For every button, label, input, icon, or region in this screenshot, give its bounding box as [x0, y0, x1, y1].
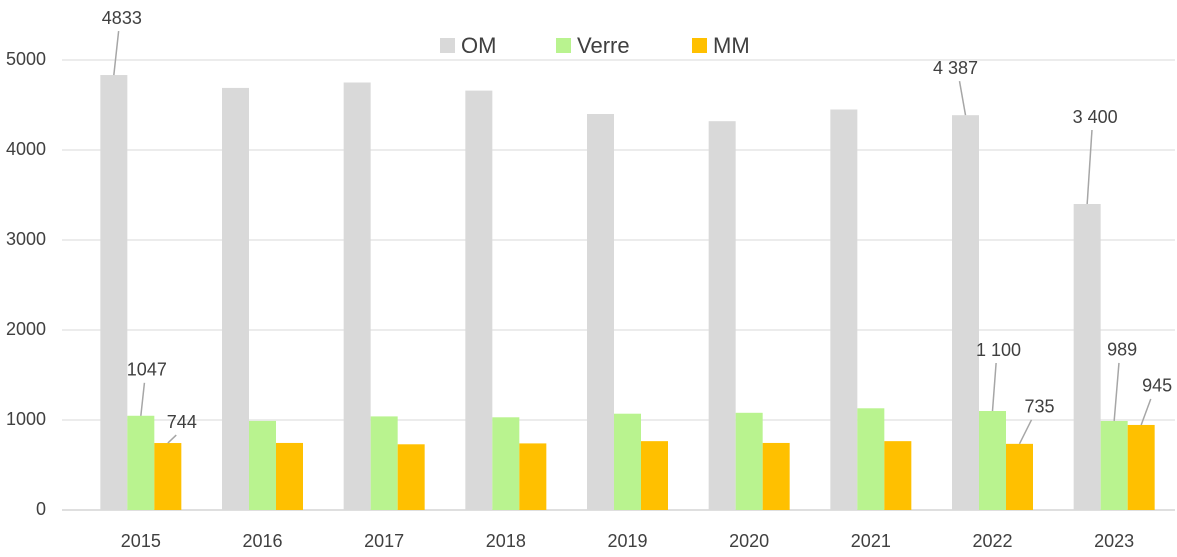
data-label: 744: [167, 412, 197, 432]
data-label: 735: [1024, 397, 1054, 417]
legend-label: OM: [461, 33, 496, 58]
bar: [587, 114, 614, 510]
x-tick-label: 2018: [486, 531, 526, 551]
y-tick-label: 3000: [6, 229, 46, 249]
bar: [222, 87, 249, 511]
bar: [1073, 204, 1101, 510]
data-label: 4 387: [933, 58, 978, 78]
bar: [154, 443, 182, 510]
leader-line: [958, 81, 967, 116]
data-label: 945: [1142, 376, 1172, 396]
bar: [465, 90, 493, 510]
bar: [1127, 424, 1155, 510]
bar: [519, 443, 547, 510]
y-tick-label: 4000: [6, 139, 46, 159]
data-label: 1047: [127, 360, 167, 380]
data-label: 1 100: [976, 340, 1021, 360]
leader-line: [1018, 419, 1033, 445]
x-tick-label: 2016: [242, 531, 282, 551]
bar: [492, 417, 520, 510]
bar: [397, 444, 425, 510]
legend-swatch: [692, 38, 707, 53]
legend-label: Verre: [577, 33, 630, 58]
x-tick-label: 2022: [972, 531, 1012, 551]
bar: [979, 411, 1006, 510]
bar: [1006, 443, 1033, 510]
legend-label: MM: [713, 33, 750, 58]
bar: [370, 416, 398, 510]
leader-line: [167, 434, 177, 444]
leader-line: [140, 382, 146, 416]
data-label: 989: [1107, 340, 1137, 360]
bar: [614, 413, 641, 510]
y-tick-label: 1000: [6, 409, 46, 429]
legend-swatch: [556, 38, 571, 53]
bar: [735, 412, 763, 510]
x-tick-label: 2020: [729, 531, 769, 551]
bar: [1100, 420, 1128, 510]
bar: [952, 115, 979, 511]
x-tick-label: 2023: [1094, 531, 1134, 551]
bar: [343, 82, 371, 510]
y-tick-label: 5000: [6, 49, 46, 69]
bar: [708, 121, 736, 510]
x-tick-label: 2021: [851, 531, 891, 551]
bar: [857, 408, 885, 510]
leader-line: [113, 30, 120, 76]
leader-line: [991, 362, 997, 412]
bar: [762, 442, 790, 510]
x-tick-label: 2015: [121, 531, 161, 551]
leader-line: [1086, 129, 1093, 205]
leader-line: [1140, 398, 1152, 426]
leader-line: [1113, 362, 1120, 422]
bar: [830, 109, 858, 510]
bar: [249, 420, 276, 510]
data-label: 3 400: [1073, 107, 1118, 127]
x-tick-label: 2017: [364, 531, 404, 551]
y-tick-label: 0: [36, 499, 46, 519]
bar: [641, 441, 668, 510]
bar: [100, 75, 128, 510]
bar: [884, 441, 912, 510]
y-tick-label: 2000: [6, 319, 46, 339]
x-tick-label: 2019: [607, 531, 647, 551]
data-label: 4833: [102, 8, 142, 28]
legend-swatch: [440, 38, 455, 53]
bar: [127, 415, 155, 510]
bar: [276, 442, 303, 510]
